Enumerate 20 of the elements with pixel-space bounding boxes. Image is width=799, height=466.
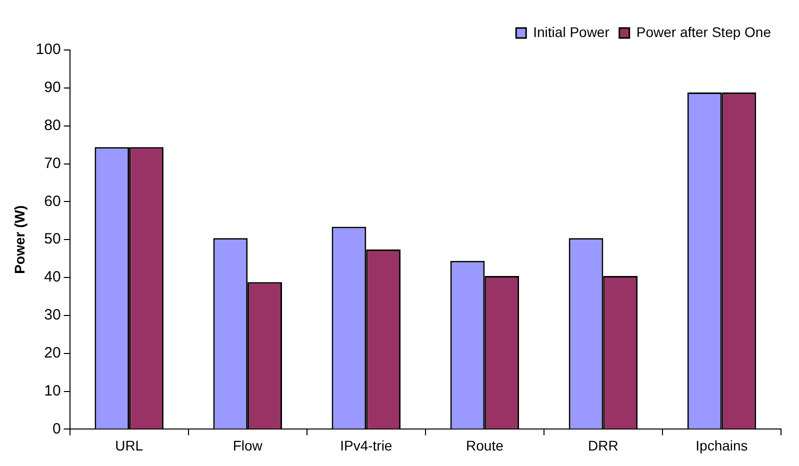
y-tick-label: 0 bbox=[52, 420, 61, 438]
legend-label: Power after Step One bbox=[636, 24, 772, 40]
y-tick-label: 30 bbox=[44, 306, 61, 324]
x-tick-label: URL bbox=[115, 437, 144, 454]
y-tick-label: 50 bbox=[44, 230, 61, 248]
y-tick-label: 70 bbox=[44, 154, 61, 172]
y-tick-label: 100 bbox=[36, 41, 61, 58]
y-tick-label: 40 bbox=[44, 268, 61, 286]
x-tick-label: Flow bbox=[232, 437, 264, 454]
x-tick-label: IPv4-trie bbox=[340, 437, 392, 454]
y-axis-title: Power (W) bbox=[11, 205, 28, 274]
y-tick-label: 90 bbox=[44, 79, 61, 96]
x-tick-label: Route bbox=[466, 437, 504, 454]
y-tick-label: 10 bbox=[44, 382, 61, 400]
legend-label: Initial Power bbox=[533, 24, 610, 40]
y-tick-label: 80 bbox=[44, 116, 61, 134]
y-tick-label: 20 bbox=[44, 344, 61, 362]
x-tick-label: Ipchains bbox=[696, 437, 748, 454]
x-tick-label: DRR bbox=[588, 437, 618, 454]
y-tick-label: 60 bbox=[44, 192, 61, 210]
